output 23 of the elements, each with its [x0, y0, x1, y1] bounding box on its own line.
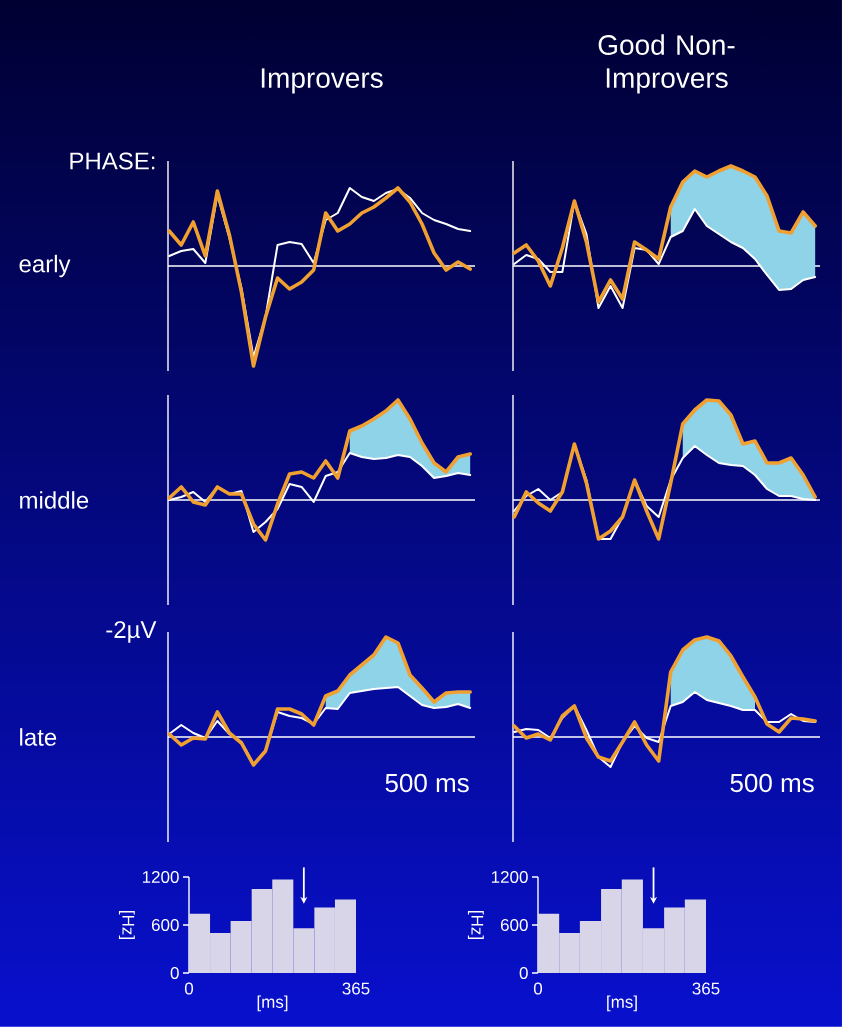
- y-tick-label: 0: [170, 966, 179, 980]
- y-tick-label: 0: [519, 966, 528, 980]
- x-tick-label: 0: [533, 982, 543, 995]
- x-axis-title: [ms]: [607, 995, 637, 1012]
- y-axis-title: middle: [20, 491, 89, 509]
- y-tick-label: 1200: [491, 870, 528, 884]
- chart-title: Improvers: [261, 68, 383, 94]
- x-axis-title: [ms]: [257, 995, 288, 1012]
- x-tick-label: 365: [692, 982, 720, 995]
- text: 500 ms: [730, 773, 814, 793]
- text: PHASE:: [70, 152, 155, 170]
- y-tick-label: 600: [500, 918, 528, 932]
- y-tick-label: 600: [151, 918, 179, 932]
- y-tick-label: 1200: [142, 870, 179, 884]
- y-axis-title: late: [20, 728, 57, 746]
- y-axis-title: [Hz]: [467, 911, 484, 939]
- x-tick-label: 365: [342, 982, 370, 995]
- y-axis-title: [Hz]: [118, 911, 135, 939]
- text: 500 ms: [385, 773, 469, 793]
- x-tick-label: 0: [184, 982, 194, 995]
- text: -2µV: [106, 621, 157, 643]
- y-axis-title: early: [19, 254, 71, 278]
- chart-title: Good Non-Improvers: [598, 34, 735, 94]
